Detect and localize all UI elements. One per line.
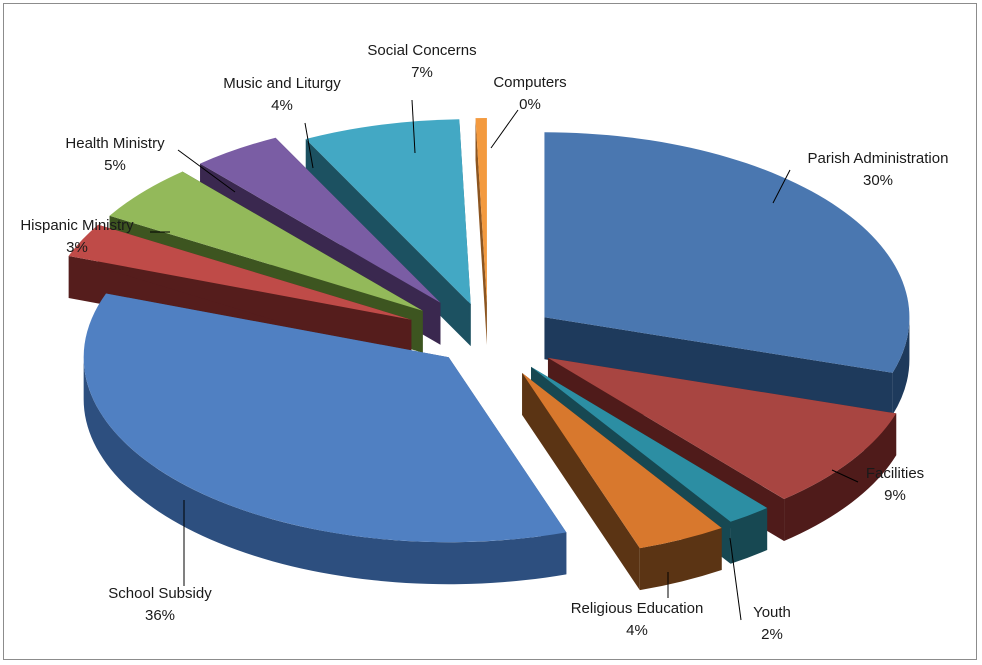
slice-value-computers: 0% xyxy=(519,96,541,113)
slice-label-parish-administration: Parish Administration xyxy=(808,150,949,167)
slice-facilities xyxy=(547,357,897,499)
slice-value-facilities: 9% xyxy=(884,487,906,504)
slice-wall-religious-education-1 xyxy=(522,373,640,591)
slice-side-youth-0 xyxy=(730,507,768,564)
slice-computers xyxy=(475,118,487,304)
leader-lines xyxy=(150,99,859,621)
leader-line-facilities xyxy=(831,469,859,483)
slice-label-hispanic-ministry: Hispanic Ministry xyxy=(20,217,134,234)
leader-line-health-ministry xyxy=(177,149,236,193)
leader-line-computers xyxy=(490,109,519,149)
slice-value-youth: 2% xyxy=(761,626,783,643)
slice-value-music-and-liturgy: 4% xyxy=(271,97,293,114)
slice-wall-computers-0 xyxy=(475,118,487,346)
slice-label-music-and-liturgy: Music and Liturgy xyxy=(223,75,341,92)
slice-health-ministry xyxy=(109,171,423,311)
slice-side-parish-administration-0 xyxy=(892,317,910,415)
slice-label-religious-education: Religious Education xyxy=(571,600,704,617)
slice-side-facilities-0 xyxy=(784,413,897,542)
slice-social-concerns xyxy=(305,119,471,305)
slice-wall-parish-administration-1 xyxy=(544,317,893,415)
leader-line-social-concerns xyxy=(411,99,416,154)
slice-religious-education xyxy=(522,373,722,549)
slice-label-social-concerns: Social Concerns xyxy=(367,42,476,59)
slice-label-youth: Youth xyxy=(753,604,791,621)
slice-value-health-ministry: 5% xyxy=(104,157,126,174)
leader-line-youth xyxy=(729,537,742,621)
slice-parish-administration xyxy=(544,132,910,373)
slice-label-health-ministry: Health Ministry xyxy=(65,135,165,152)
slice-value-hispanic-ministry: 3% xyxy=(66,239,88,256)
data-labels: Parish Administration 30% Facilities 9% Yout… xyxy=(20,42,948,643)
slice-side-school-subsidy-0 xyxy=(83,357,567,585)
slice-hispanic-ministry xyxy=(68,224,412,320)
slice-label-school-subsidy: School Subsidy xyxy=(108,585,212,602)
slice-value-social-concerns: 7% xyxy=(411,64,433,81)
slice-music-and-liturgy xyxy=(200,137,441,303)
slice-value-school-subsidy: 36% xyxy=(145,607,175,624)
slice-side-religious-education-0 xyxy=(639,527,722,591)
slice-school-subsidy xyxy=(83,293,567,543)
leader-line-music-and-liturgy xyxy=(304,122,314,169)
leader-line-parish-administration xyxy=(772,169,791,204)
slice-label-facilities: Facilities xyxy=(866,465,924,482)
slice-tops xyxy=(68,118,910,549)
slice-value-religious-education: 4% xyxy=(626,622,648,639)
slice-value-parish-administration: 30% xyxy=(863,172,893,189)
slice-label-computers: Computers xyxy=(493,74,566,91)
slice-youth xyxy=(531,366,768,522)
